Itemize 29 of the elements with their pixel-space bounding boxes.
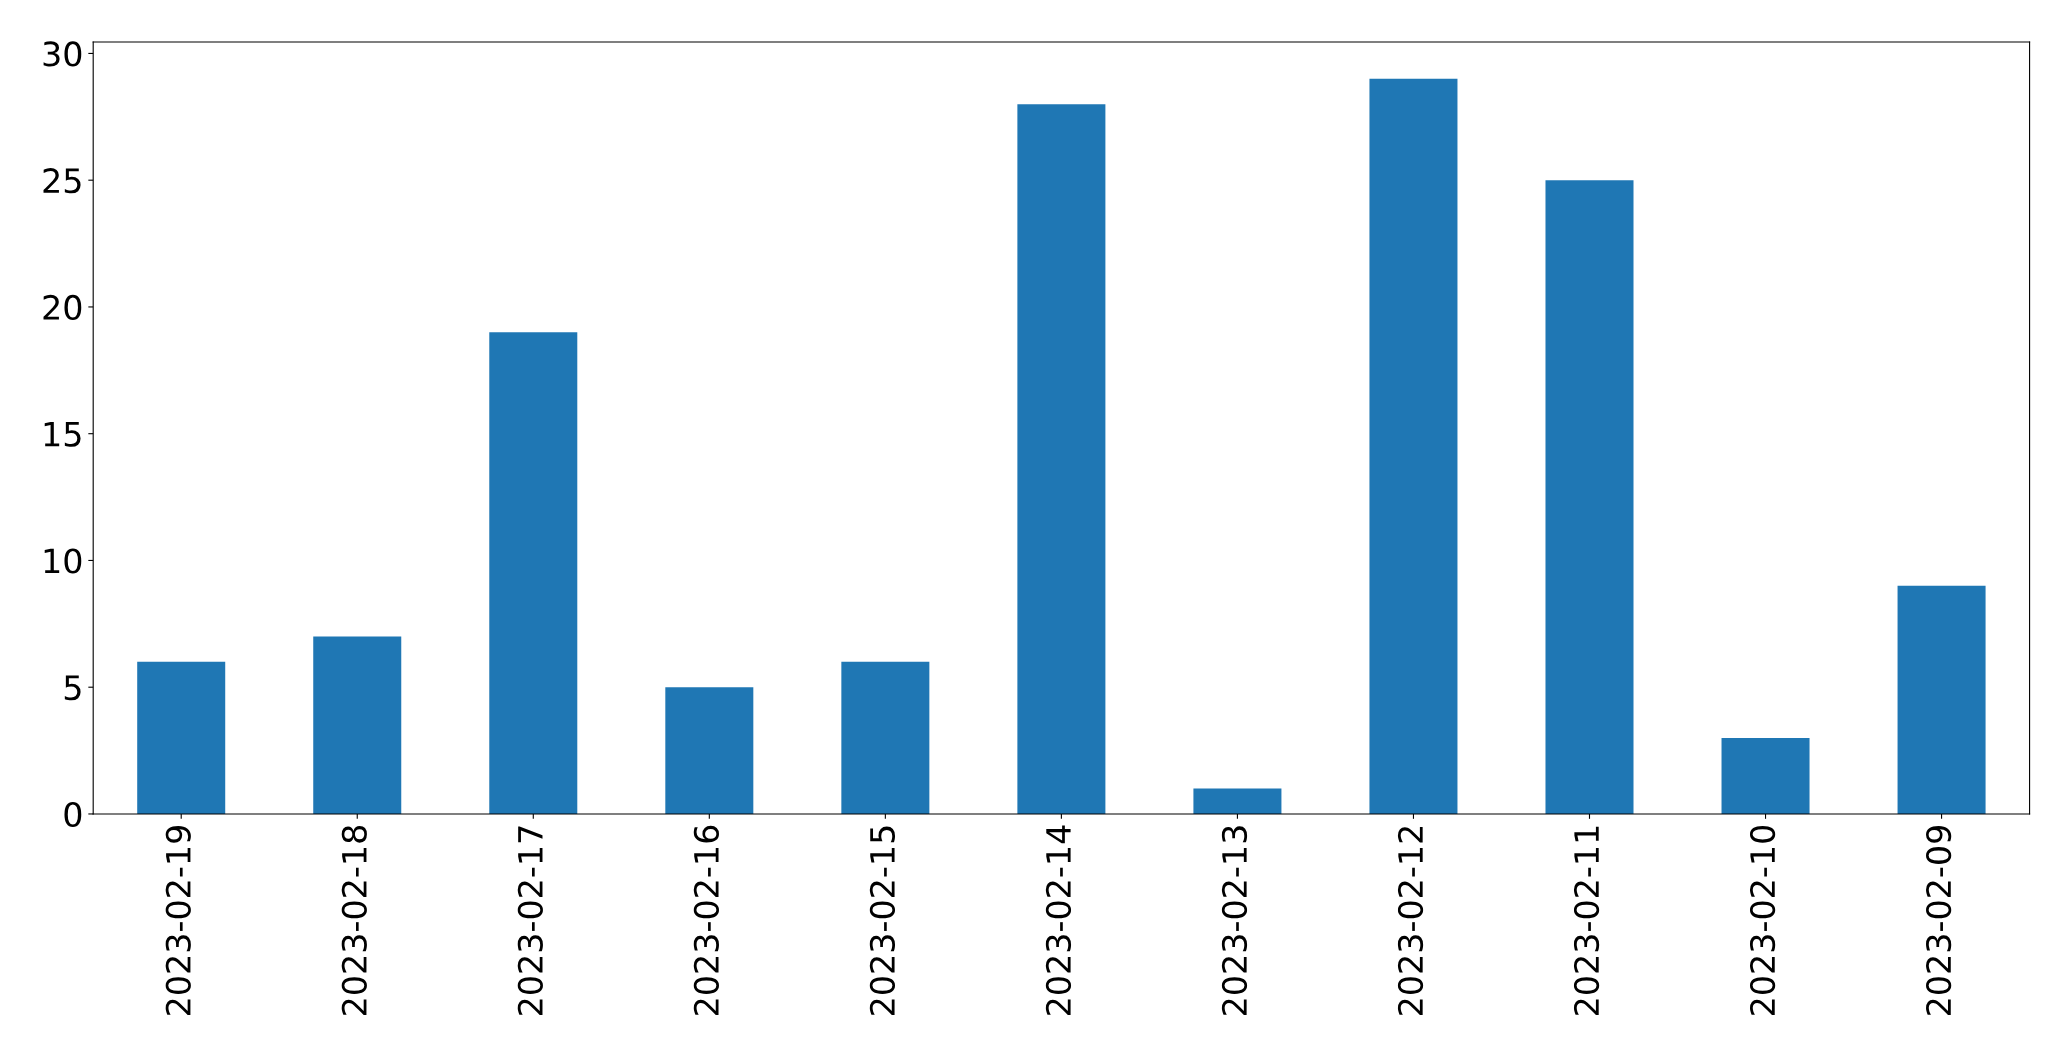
y-tick-label: 0: [64, 801, 82, 828]
bar: [137, 661, 226, 814]
bar: [1193, 788, 1282, 814]
bar: [1369, 78, 1458, 814]
x-tick-label: 2023-02-15: [869, 826, 896, 1015]
x-tick-label: 2023-02-12: [1397, 827, 1424, 1015]
x-tick-label: 2023-02-10: [1749, 825, 1776, 1015]
x-tick-label: 2023-02-19: [165, 826, 191, 1015]
x-tick-label: 2023-02-18: [341, 825, 367, 1015]
bar: [1017, 104, 1106, 814]
y-tick-label: 15: [44, 422, 81, 447]
y-tick-label: 20: [43, 294, 82, 321]
bar: [1545, 180, 1634, 814]
x-tick-label: 2023-02-17: [517, 826, 543, 1015]
y-tick-label: 5: [64, 675, 81, 701]
x-tick-label: 2023-02-13: [1221, 826, 1248, 1015]
bar: [313, 636, 402, 814]
x-tick-label: 2023-02-16: [693, 825, 719, 1015]
y-tick-label: 10: [44, 548, 82, 574]
bar: [1897, 585, 1986, 814]
x-tick-label: 2023-02-14: [1045, 825, 1072, 1015]
bar: [841, 661, 930, 814]
x-tick-label: 2023-02-11: [1573, 826, 1600, 1015]
bar: [665, 687, 754, 814]
bar: [1721, 737, 1810, 814]
y-tick-label: 25: [43, 168, 81, 194]
bar: [489, 332, 578, 814]
x-tick-label: 2023-02-09: [1926, 826, 1952, 1015]
y-tick-label: 30: [43, 41, 82, 67]
